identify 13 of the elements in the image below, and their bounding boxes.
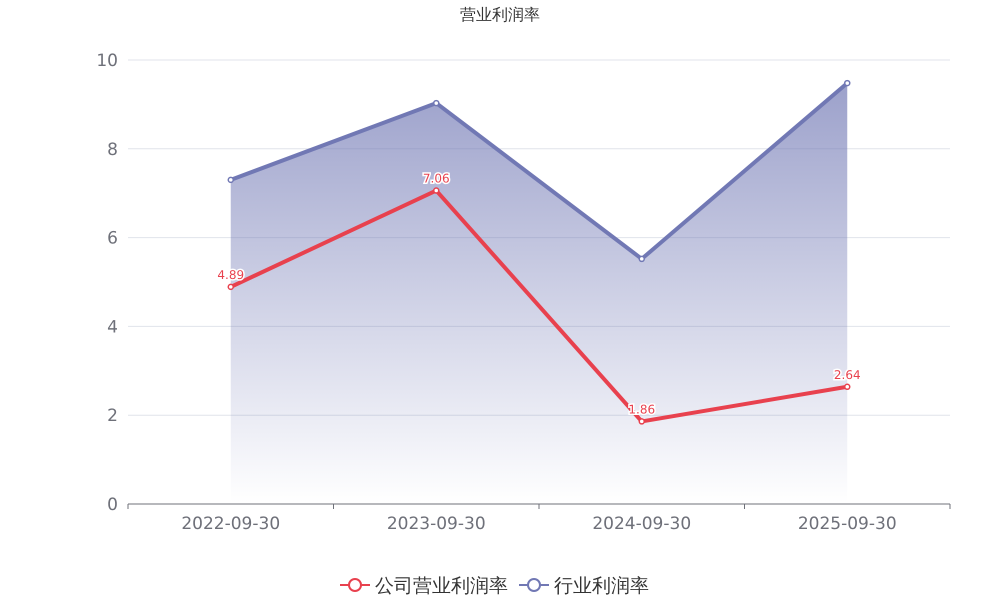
xtick: 2024-09-30 xyxy=(592,514,692,534)
xtick: 2023-09-30 xyxy=(386,514,486,534)
ytick: 4 xyxy=(107,317,118,338)
ytick: 10 xyxy=(96,51,118,71)
ytick: 0 xyxy=(107,495,118,515)
xtick: 2022-09-30 xyxy=(181,514,280,534)
title: 营业利润率 xyxy=(460,5,540,24)
ytick: 8 xyxy=(107,140,118,160)
ytick: 6 xyxy=(107,228,118,249)
xtick: 2025-09-30 xyxy=(798,514,897,534)
ytick: 2 xyxy=(107,406,118,426)
legend-label: 公司营业利润率 xyxy=(375,575,508,597)
legend-label: 行业利润率 xyxy=(554,575,649,597)
